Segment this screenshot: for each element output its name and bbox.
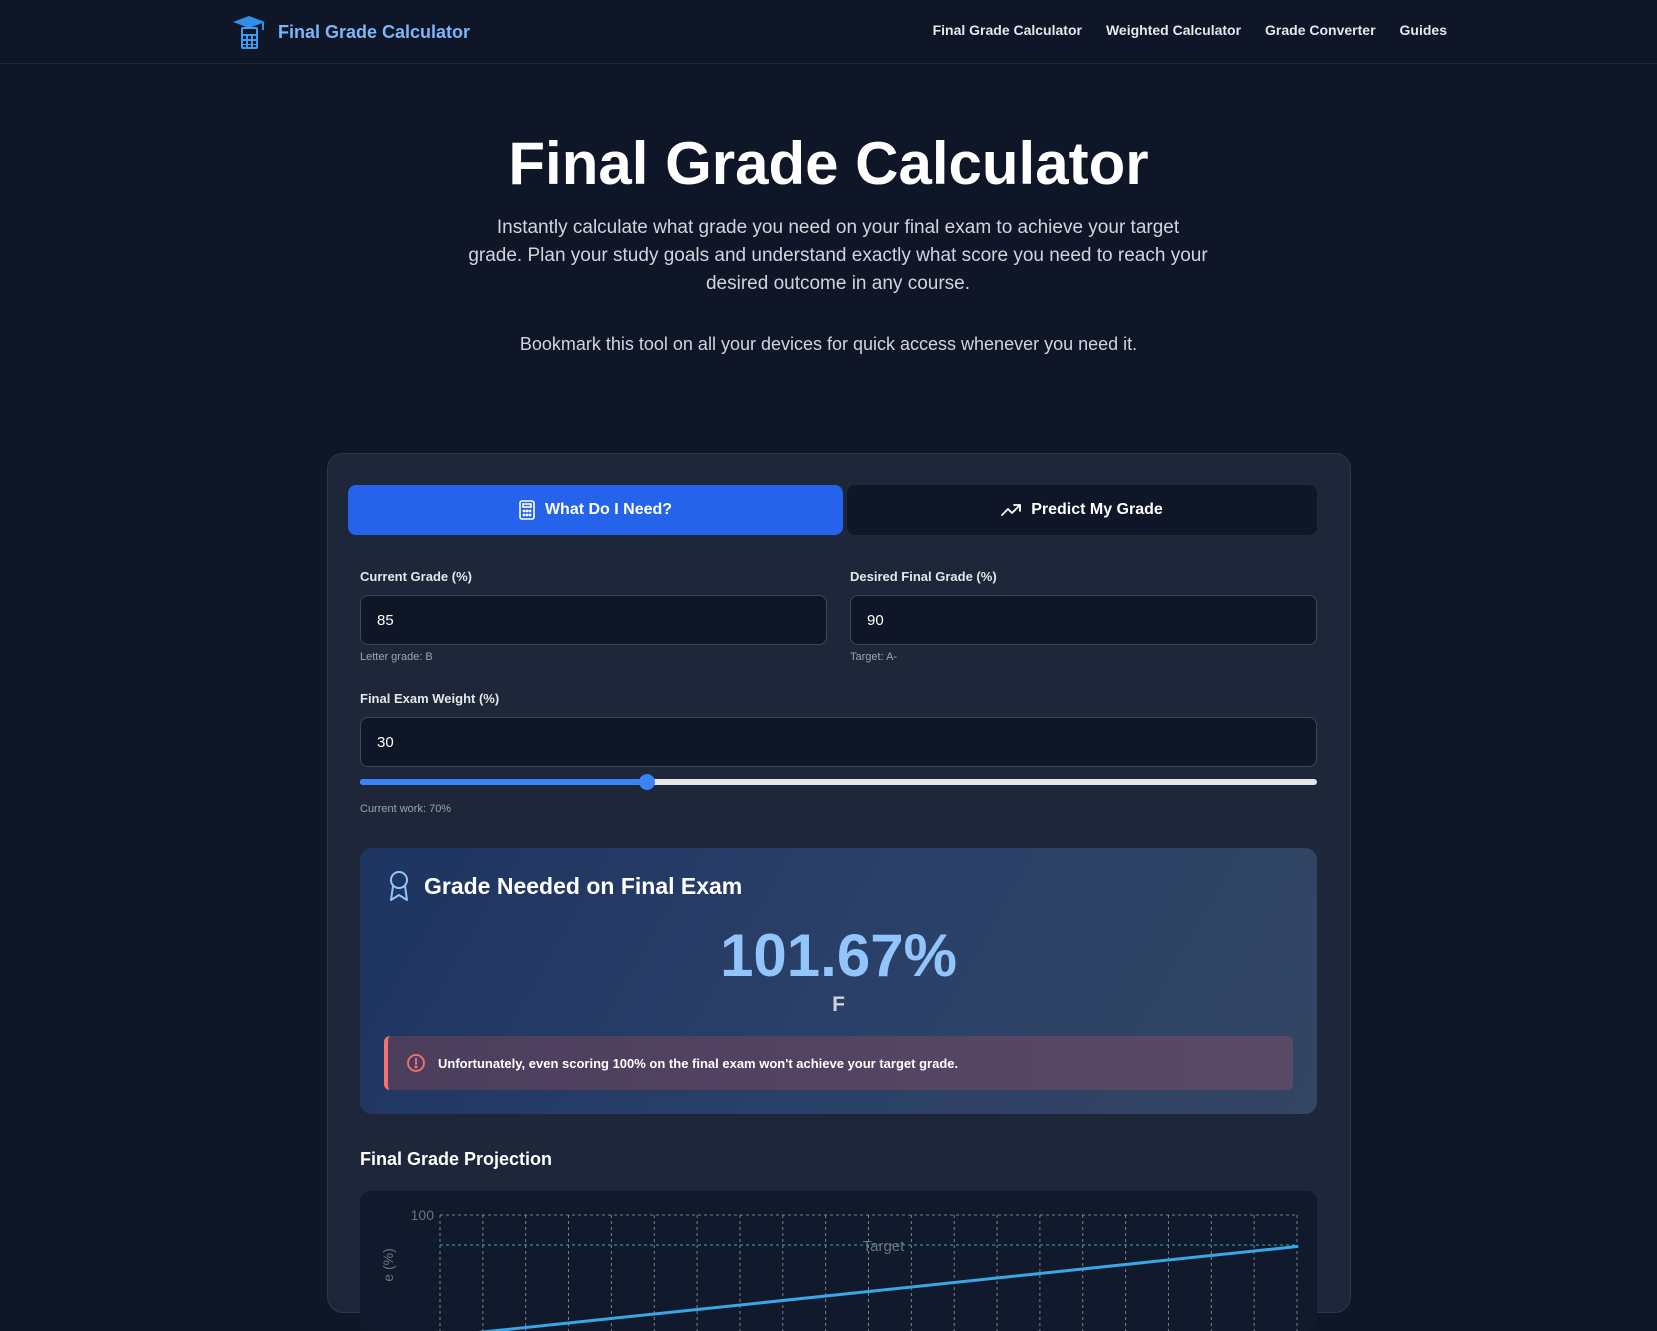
current-grade-label: Current Grade (%)	[360, 569, 472, 584]
top-navigation-bar: Final Grade Calculator Final Grade Calcu…	[0, 0, 1657, 64]
main-nav: Final Grade Calculator Weighted Calculat…	[933, 22, 1447, 38]
tab-label: Predict My Grade	[1031, 501, 1163, 519]
result-header: Grade Needed on Final Exam	[388, 870, 742, 902]
alert-circle-icon	[406, 1053, 426, 1073]
result-panel: Grade Needed on Final Exam 101.67% F Unf…	[360, 848, 1317, 1114]
nav-grade-converter[interactable]: Grade Converter	[1265, 22, 1375, 38]
award-icon	[388, 870, 410, 902]
required-letter-grade: F	[360, 993, 1317, 1017]
brand-link[interactable]: Final Grade Calculator	[232, 14, 470, 50]
desired-grade-input[interactable]	[850, 595, 1317, 645]
y-axis-label: e (%)	[380, 1248, 396, 1281]
chart-grid	[440, 1215, 1297, 1331]
projection-title: Final Grade Projection	[360, 1149, 552, 1170]
nav-weighted-calculator[interactable]: Weighted Calculator	[1106, 22, 1241, 38]
page-subtitle: Instantly calculate what grade you need …	[468, 214, 1208, 298]
page-title: Final Grade Calculator	[0, 128, 1657, 200]
calculator-card: What Do I Need? Predict My Grade Current…	[327, 453, 1351, 1313]
slider-thumb[interactable]	[639, 774, 655, 790]
final-weight-label: Final Exam Weight (%)	[360, 691, 499, 706]
target-grade-hint: Target: A-	[850, 651, 897, 663]
current-work-hint: Current work: 70%	[360, 803, 451, 815]
final-weight-input[interactable]	[360, 717, 1317, 767]
required-grade-value: 101.67%	[360, 920, 1317, 992]
tab-label: What Do I Need?	[545, 501, 672, 519]
current-grade-input[interactable]	[360, 595, 827, 645]
calculator-icon	[519, 500, 535, 520]
desired-grade-label: Desired Final Grade (%)	[850, 569, 997, 584]
graduation-calculator-icon	[232, 14, 266, 50]
warning-text: Unfortunately, even scoring 100% on the …	[438, 1056, 958, 1071]
trending-up-icon	[1001, 503, 1021, 517]
slider-fill	[360, 779, 647, 785]
warning-alert: Unfortunately, even scoring 100% on the …	[384, 1036, 1293, 1090]
nav-final-grade-calculator[interactable]: Final Grade Calculator	[933, 22, 1082, 38]
final-weight-slider[interactable]	[360, 779, 1317, 785]
target-label: Target	[863, 1238, 906, 1255]
bookmark-note: Bookmark this tool on all your devices f…	[0, 330, 1657, 358]
projection-chart-svg: Target 100 e (%)	[360, 1191, 1317, 1331]
tab-what-do-i-need[interactable]: What Do I Need?	[348, 485, 843, 535]
projection-chart: Target 100 e (%)	[360, 1191, 1317, 1331]
letter-grade-hint: Letter grade: B	[360, 651, 433, 663]
tab-predict-my-grade[interactable]: Predict My Grade	[847, 485, 1317, 535]
result-title: Grade Needed on Final Exam	[424, 873, 742, 900]
brand-name: Final Grade Calculator	[278, 22, 470, 43]
nav-guides[interactable]: Guides	[1400, 22, 1447, 38]
y-tick-label: 100	[411, 1207, 435, 1223]
